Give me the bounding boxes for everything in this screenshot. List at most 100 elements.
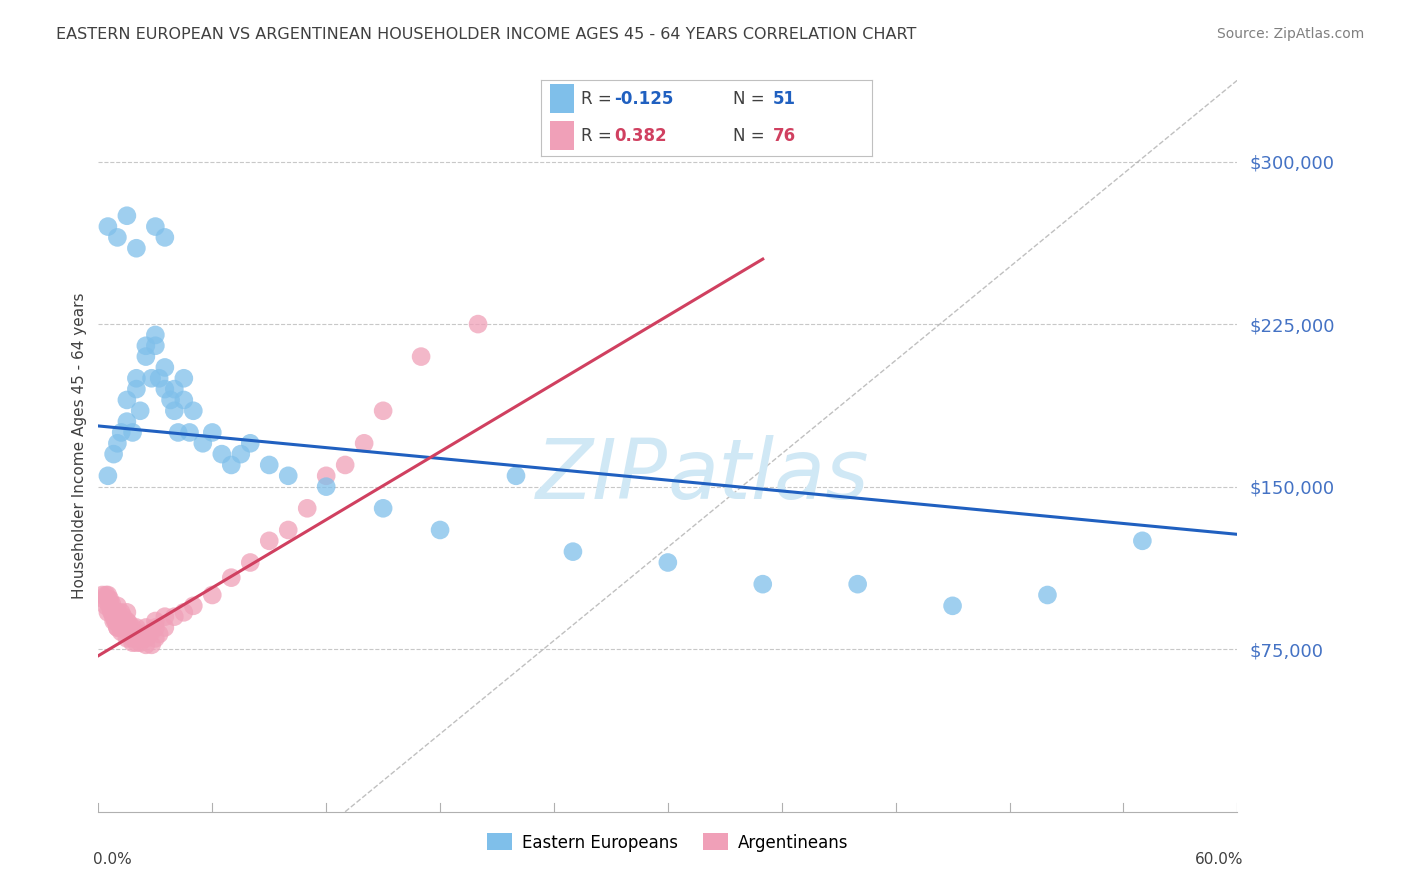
- Point: [121, 425, 143, 440]
- Point: [121, 635, 143, 649]
- Point: [127, 632, 149, 646]
- Point: [148, 371, 170, 385]
- Point: [108, 614, 131, 628]
- Text: N =: N =: [733, 127, 770, 145]
- Text: R =: R =: [581, 90, 617, 108]
- Text: R =: R =: [581, 127, 617, 145]
- Point: [467, 317, 489, 331]
- Point: [120, 624, 142, 639]
- Text: 51: 51: [773, 90, 796, 108]
- Point: [277, 468, 299, 483]
- Point: [141, 638, 163, 652]
- Point: [163, 609, 186, 624]
- Point: [201, 425, 224, 440]
- Point: [93, 592, 115, 607]
- Point: [98, 599, 121, 613]
- Point: [129, 635, 152, 649]
- Point: [115, 624, 138, 639]
- Text: N =: N =: [733, 90, 770, 108]
- Point: [145, 339, 167, 353]
- Point: [211, 447, 233, 461]
- Point: [112, 614, 135, 628]
- Point: [107, 230, 129, 244]
- Point: [562, 544, 585, 558]
- Text: -0.125: -0.125: [614, 90, 673, 108]
- Point: [100, 605, 122, 619]
- Point: [335, 458, 357, 472]
- Point: [297, 501, 319, 516]
- Point: [179, 425, 201, 440]
- Point: [259, 533, 281, 548]
- Point: [315, 468, 337, 483]
- Point: [97, 592, 120, 607]
- Point: [97, 219, 120, 234]
- Point: [159, 392, 181, 407]
- Point: [125, 241, 148, 255]
- Point: [259, 458, 281, 472]
- Point: [98, 599, 121, 613]
- Point: [163, 382, 186, 396]
- Point: [145, 632, 167, 646]
- Text: atlas: atlas: [668, 434, 869, 516]
- Point: [657, 556, 679, 570]
- Point: [141, 624, 163, 639]
- Point: [103, 609, 125, 624]
- Point: [145, 614, 167, 628]
- Point: [103, 614, 125, 628]
- Point: [118, 620, 141, 634]
- Point: [115, 392, 138, 407]
- Point: [153, 609, 176, 624]
- Point: [239, 436, 262, 450]
- Point: [148, 627, 170, 641]
- Point: [221, 571, 243, 585]
- Point: [1132, 533, 1154, 548]
- Point: [125, 382, 148, 396]
- Point: [107, 620, 129, 634]
- Point: [135, 632, 157, 646]
- Point: [135, 350, 157, 364]
- Text: 60.0%: 60.0%: [1195, 852, 1243, 867]
- Bar: [550, 121, 575, 150]
- Text: 76: 76: [773, 127, 796, 145]
- Point: [942, 599, 965, 613]
- Point: [103, 603, 125, 617]
- Point: [107, 620, 129, 634]
- Point: [118, 616, 141, 631]
- Point: [125, 635, 148, 649]
- Point: [110, 620, 132, 634]
- Point: [107, 436, 129, 450]
- Point: [115, 605, 138, 619]
- Point: [429, 523, 451, 537]
- Point: [221, 458, 243, 472]
- Point: [125, 371, 148, 385]
- Point: [110, 624, 132, 639]
- Point: [145, 327, 167, 342]
- Point: [129, 404, 152, 418]
- Point: [371, 501, 394, 516]
- Point: [129, 627, 152, 641]
- Point: [104, 614, 127, 628]
- Point: [173, 392, 195, 407]
- Point: [94, 588, 117, 602]
- Point: [145, 219, 167, 234]
- Point: [191, 436, 214, 450]
- Point: [115, 209, 138, 223]
- Point: [229, 447, 252, 461]
- Point: [115, 415, 138, 429]
- Point: [163, 404, 186, 418]
- Point: [97, 588, 120, 602]
- Point: [129, 632, 152, 646]
- Point: [135, 620, 157, 634]
- Text: 0.382: 0.382: [614, 127, 666, 145]
- Point: [153, 360, 176, 375]
- Point: [353, 436, 375, 450]
- Point: [141, 371, 163, 385]
- Point: [112, 609, 135, 624]
- Point: [145, 620, 167, 634]
- Point: [153, 230, 176, 244]
- Point: [110, 425, 132, 440]
- Point: [97, 468, 120, 483]
- Y-axis label: Householder Income Ages 45 - 64 years: Householder Income Ages 45 - 64 years: [72, 293, 87, 599]
- Point: [104, 614, 127, 628]
- Point: [201, 588, 224, 602]
